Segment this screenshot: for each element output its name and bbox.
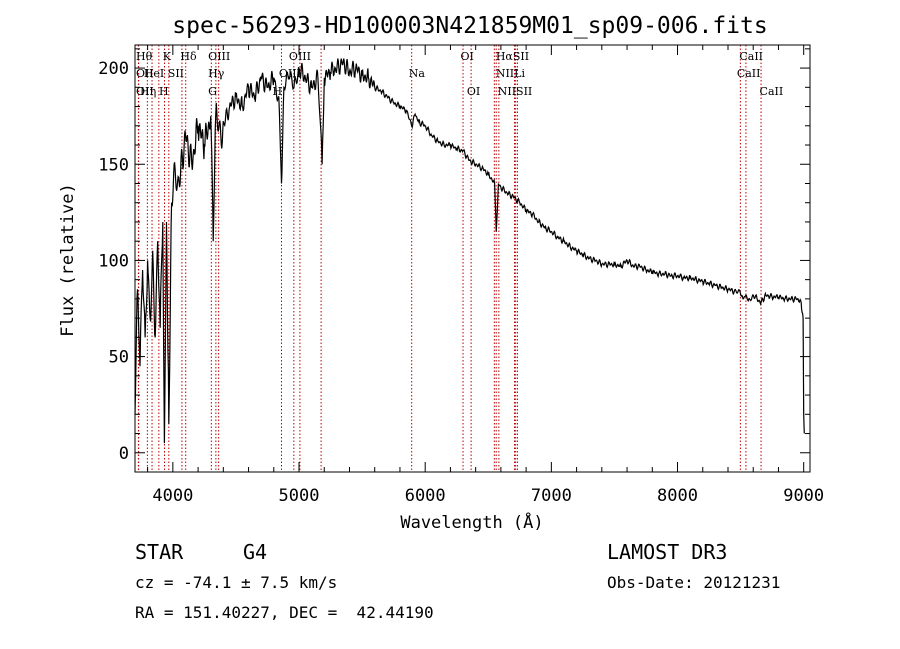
plot-frame [134,44,811,473]
x-tick-label: 9000 [783,486,824,506]
line-label: OI [467,85,480,98]
line-label: H [159,85,169,98]
object-subclass: G4 [243,540,268,564]
object-class: STAR [135,540,184,564]
spectral-line-markers [137,45,762,472]
x-tick-label: 4000 [152,486,193,506]
x-axis-label: Wavelength (Å) [400,511,543,533]
line-label: Hη [140,85,156,98]
line-label: OIII [208,50,230,63]
x-tick-label: 6000 [405,486,446,506]
observation-date: Obs-Date: 20121231 [607,573,781,592]
y-tick-label: 150 [98,155,129,175]
line-label: SII [168,67,184,80]
flux-series-line [134,58,805,444]
chart-title: spec-56293-HD100003N421859M01_sp09-006.f… [172,13,767,39]
line-label: CaII [739,50,763,63]
x-tick-label: 5000 [279,486,320,506]
line-label: CaII [760,85,784,98]
x-tick-label: 8000 [657,486,698,506]
line-label: Hγ [208,67,225,80]
y-tick-label: 100 [98,251,129,271]
line-label: OI [461,50,474,63]
line-label: NIILi [496,67,526,80]
ra-dec-coordinates: RA = 151.40227, DEC = 42.44190 [135,603,434,622]
line-label: HαSII [496,50,529,63]
line-label: K [163,50,172,63]
x-tick-label: 7000 [531,486,572,506]
line-label: Hθ [136,50,153,63]
y-axis-label: Flux (relative) [58,183,78,337]
line-label: OII [136,85,154,98]
line-label: CaII [737,67,761,80]
spectrum-chart: spec-56293-HD100003N421859M01_sp09-006.f… [58,13,824,533]
line-label: G [208,85,217,98]
line-label: Hδ [180,50,197,63]
redshift-velocity: cz = -74.1 ± 7.5 km/s [135,573,338,592]
x-axis-ticks: 4000 5000 6000 7000 8000 9000 [147,45,824,506]
y-tick-label: 50 [109,348,129,368]
line-label: OII [136,67,154,80]
survey-name: LAMOST DR3 [607,540,728,564]
y-tick-label: 200 [98,59,129,79]
line-label: HeI [144,67,164,80]
line-label: OIII [289,50,311,63]
line-label: Na [409,67,426,80]
y-tick-label: 0 [119,444,129,464]
line-label: H [273,85,283,98]
line-label: NIISII [498,85,533,98]
y-axis-ticks: 0 50 100 150 200 [98,48,810,464]
